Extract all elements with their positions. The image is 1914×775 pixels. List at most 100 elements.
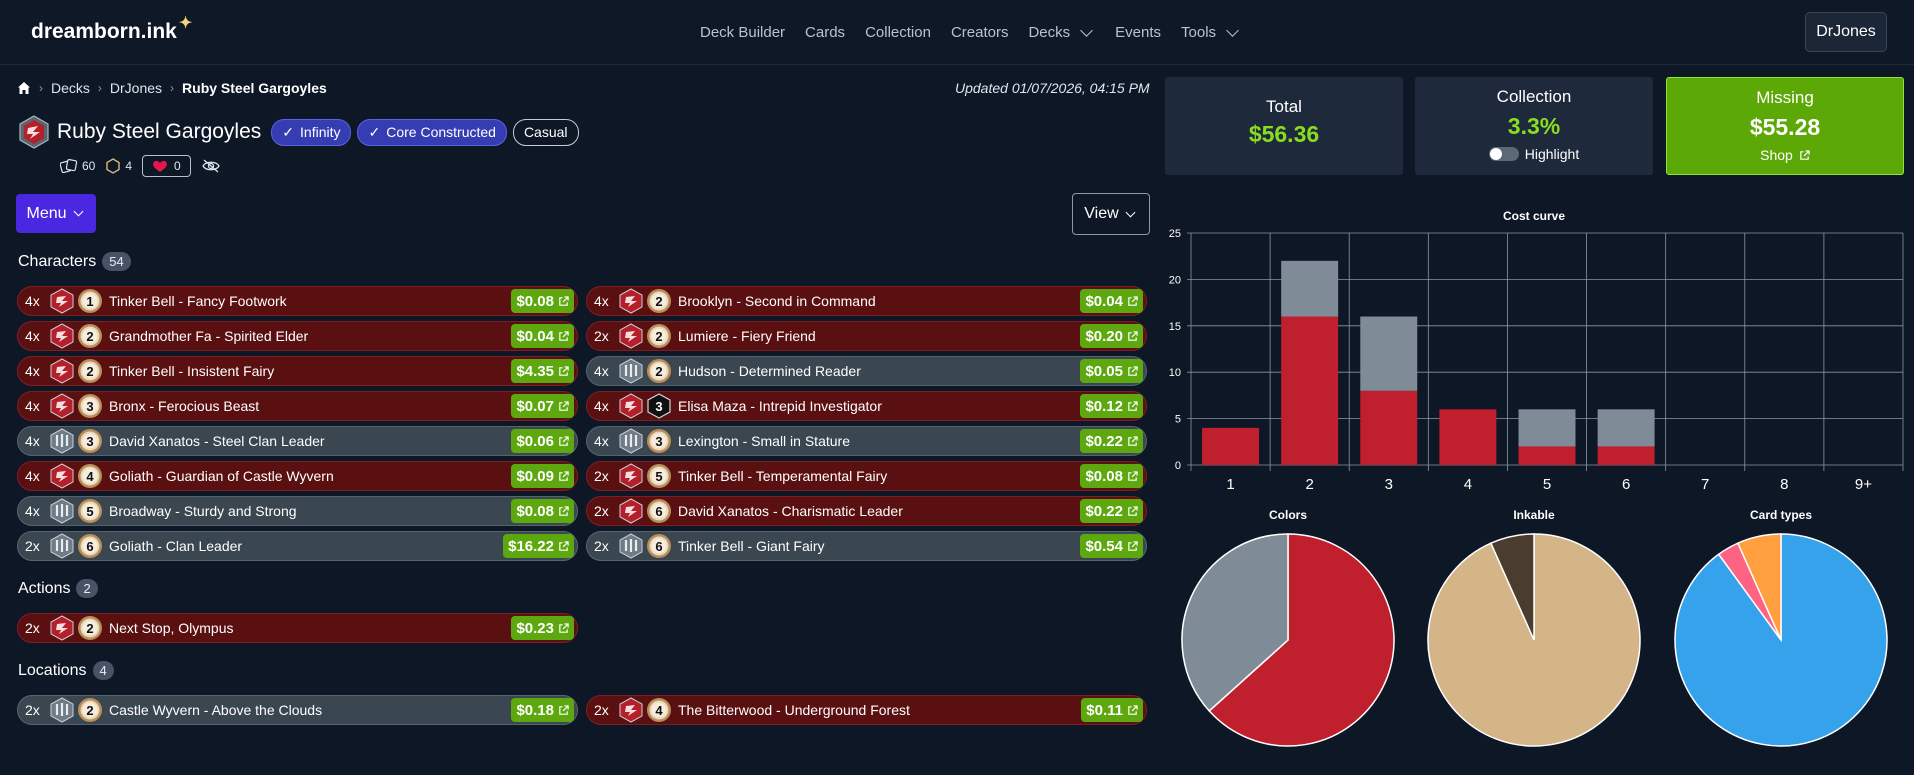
card-row[interactable]: 4x 2 Tinker Bell - Insistent Fairy $4.35	[17, 356, 578, 386]
price-link[interactable]: $0.18	[511, 698, 574, 722]
card-quantity: 2x	[594, 468, 609, 484]
ruby-ink-icon	[50, 358, 74, 384]
price-link[interactable]: $0.11	[1081, 698, 1143, 722]
shop-label: Shop	[1760, 147, 1793, 163]
card-price: $0.11	[1086, 701, 1123, 719]
ruby-ink-icon	[619, 697, 643, 723]
shop-link[interactable]: Shop	[1667, 147, 1903, 163]
nav-tools[interactable]: Tools	[1181, 24, 1241, 41]
card-row[interactable]: 2x 5 Tinker Bell - Temperamental Fairy $0.0…	[586, 461, 1147, 491]
card-cost: 4	[655, 703, 663, 718]
nav-creators[interactable]: Creators	[950, 23, 1009, 41]
eye-off-icon[interactable]	[201, 158, 221, 174]
card-name: Hudson - Determined Reader	[678, 363, 861, 379]
nav-collection[interactable]: Collection	[865, 23, 931, 41]
card-price: $0.05	[1085, 362, 1123, 380]
ruby-ink-icon	[50, 323, 74, 349]
card-row[interactable]: 2x 2 Lumiere - Fiery Friend $0.20	[586, 321, 1147, 351]
card-price: $0.18	[516, 701, 554, 719]
pie-slice	[1208, 533, 1395, 747]
card-row[interactable]: 4x 3 Bronx - Ferocious Beast $0.07	[17, 391, 578, 421]
external-link-icon	[1800, 149, 1810, 160]
card-quantity: 4x	[25, 468, 40, 484]
price-link[interactable]: $0.05	[1080, 359, 1143, 383]
card-name: The Bitterwood - Underground Forest	[678, 702, 910, 718]
like-button[interactable]: 0	[142, 155, 191, 177]
price-link[interactable]: $0.54	[1080, 534, 1143, 558]
card-row[interactable]: 4x 5 Broadway - Sturdy and Strong $0.08	[17, 496, 578, 526]
nav-deck-builder[interactable]: Deck Builder	[700, 23, 786, 41]
breadcrumb-decks[interactable]: Decks	[51, 80, 90, 96]
nav-events[interactable]: Events	[1115, 23, 1162, 41]
card-row[interactable]: 2x 6 Tinker Bell - Giant Fairy $0.54	[586, 531, 1147, 561]
card-row[interactable]: 4x 3 Elisa Maza - Intrepid Investigator $0.…	[586, 391, 1147, 421]
pie-slice	[1181, 533, 1289, 712]
x-tick-label: 7	[1701, 476, 1709, 493]
card-row[interactable]: 4x 1 Tinker Bell - Fancy Footwork $0.08	[17, 286, 578, 316]
card-row[interactable]: 4x 2 Grandmother Fa - Spirited Elder $0.04	[17, 321, 578, 351]
nav-decks[interactable]: Decks	[1028, 24, 1095, 41]
ruby-ink-icon	[619, 288, 643, 314]
card-row[interactable]: 2x 6 Goliath - Clan Leader $16.22	[17, 531, 578, 561]
view-button[interactable]: View	[1072, 193, 1150, 235]
price-link[interactable]: $0.04	[511, 324, 574, 348]
price-link[interactable]: $0.06	[511, 429, 574, 453]
inkable-cost-icon: 3	[78, 429, 102, 453]
card-row[interactable]: 2x 2 Castle Wyvern - Above the Clouds $0.18	[17, 695, 578, 725]
card-row[interactable]: 4x 4 Goliath - Guardian of Castle Wyvern $0…	[17, 461, 578, 491]
tag-casual[interactable]: Casual	[512, 118, 579, 146]
site-logo[interactable]: dreamborn.ink ✦	[31, 15, 192, 44]
price-link[interactable]: $0.20	[1080, 324, 1143, 348]
price-link[interactable]: $0.04	[1080, 289, 1143, 313]
card-row[interactable]: 4x 2 Brooklyn - Second in Command $0.04	[586, 286, 1147, 316]
tag-core-constructed[interactable]: ✓ Core Constructed	[357, 118, 507, 146]
card-row[interactable]: 2x 4 The Bitterwood - Underground Forest $0…	[586, 695, 1147, 725]
price-link[interactable]: $0.22	[1080, 429, 1143, 453]
section-characters: Characters 54	[18, 252, 131, 271]
card-cost: 3	[655, 399, 662, 414]
price-link[interactable]: $0.23	[511, 616, 574, 640]
inkable-cost-icon: 5	[647, 464, 671, 488]
x-tick-label: 6	[1622, 476, 1630, 493]
user-menu-button[interactable]: DrJones	[1805, 12, 1887, 52]
card-row[interactable]: 2x 2 Next Stop, Olympus $0.23	[17, 613, 578, 643]
total-value: $56.36	[1248, 121, 1320, 147]
menu-button[interactable]: Menu	[16, 194, 96, 233]
card-row[interactable]: 4x 3 Lexington - Small in Stature $0.22	[586, 426, 1147, 456]
price-link[interactable]: $0.08	[511, 499, 574, 523]
home-icon[interactable]	[17, 81, 31, 95]
inkable-cost-icon: 3	[647, 429, 671, 453]
price-link[interactable]: $0.09	[511, 464, 574, 488]
card-cost: 3	[655, 434, 662, 449]
price-link[interactable]: $16.22	[503, 534, 574, 558]
price-link[interactable]: $0.08	[1080, 464, 1143, 488]
card-row[interactable]: 2x 6 David Xanatos - Charismatic Leader $0.…	[586, 496, 1147, 526]
price-link[interactable]: $0.07	[511, 394, 574, 418]
highlight-control: Highlight	[1415, 146, 1653, 162]
nav-cards[interactable]: Cards	[805, 23, 846, 41]
view-label: View	[1084, 205, 1119, 222]
bar	[1281, 260, 1339, 317]
inkable-cost-icon: 6	[78, 534, 102, 558]
steel-ink-icon	[619, 533, 643, 559]
tag-infinity[interactable]: ✓ Infinity	[271, 118, 352, 146]
collection-value: 3.3%	[1507, 113, 1561, 139]
price-link[interactable]: $0.22	[1080, 499, 1143, 523]
card-quantity: 4x	[25, 433, 40, 449]
card-row[interactable]: 4x 3 David Xanatos - Steel Clan Leader $0.0…	[17, 426, 578, 456]
price-link[interactable]: $0.12	[1080, 394, 1143, 418]
check-icon: ✓	[282, 123, 295, 140]
price-link[interactable]: $0.08	[511, 289, 574, 313]
collection-box: Collection 3.3% Highlight	[1415, 77, 1653, 175]
card-price: $0.08	[1085, 467, 1123, 485]
card-row[interactable]: 4x 2 Hudson - Determined Reader $0.05	[586, 356, 1147, 386]
breadcrumb-user[interactable]: DrJones	[109, 80, 163, 96]
card-cost: 6	[655, 504, 662, 519]
inkable-cost-icon: 1	[78, 289, 102, 313]
deck-title: Ruby Steel Gargoyles	[57, 120, 262, 143]
card-quantity: 2x	[594, 503, 609, 519]
missing-value: $55.28	[1749, 114, 1821, 140]
price-link[interactable]: $4.35	[511, 359, 574, 383]
card-name: Next Stop, Olympus	[109, 620, 234, 636]
highlight-toggle[interactable]	[1488, 147, 1519, 161]
